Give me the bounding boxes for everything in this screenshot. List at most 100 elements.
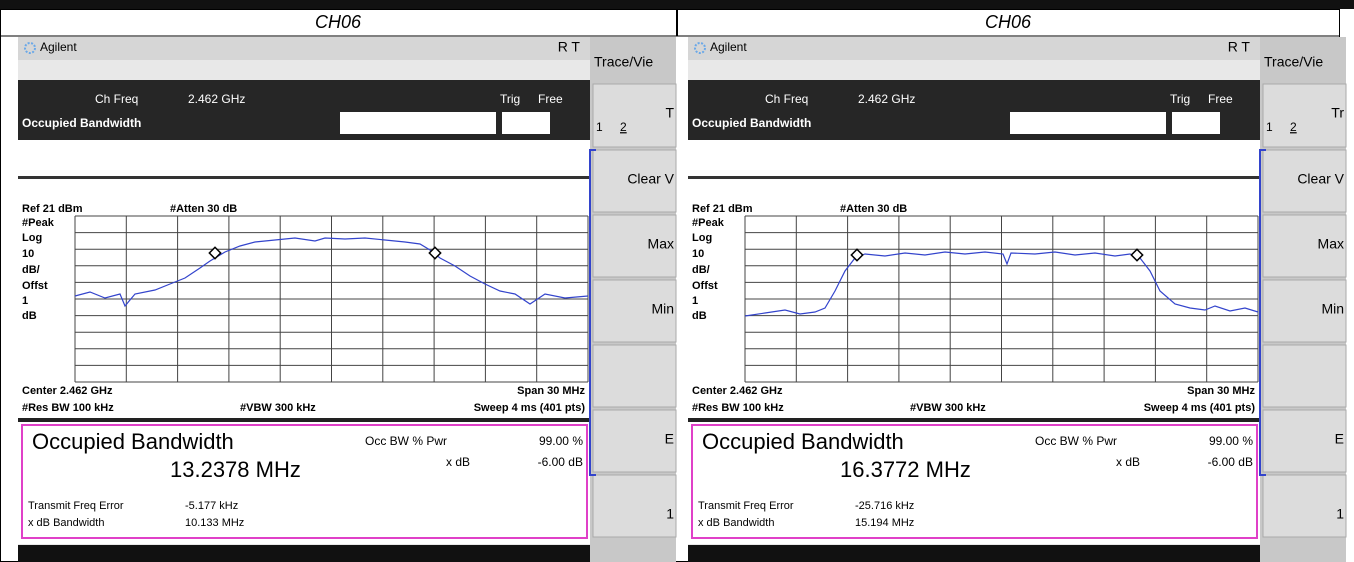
softkey[interactable] — [592, 344, 677, 408]
label: -6.00 dB — [538, 455, 583, 469]
softkey[interactable] — [592, 149, 677, 213]
label: Span 30 MHz — [517, 385, 585, 397]
mode: Occupied Bandwidth — [692, 116, 811, 130]
trace — [74, 237, 589, 308]
softkey-number: 2 — [620, 120, 627, 134]
label: Center 2.462 GHz — [692, 385, 783, 397]
scale-label: 1 — [692, 295, 698, 307]
white-band — [688, 140, 1260, 176]
label: #VBW 300 kHz — [240, 402, 316, 414]
label: 15.194 MHz — [855, 517, 914, 529]
softkey[interactable] — [592, 83, 677, 148]
softkey[interactable] — [1262, 474, 1347, 538]
label: Span 30 MHz — [1187, 385, 1255, 397]
scale-label: Offst — [22, 280, 48, 292]
softkey-title: Trace/Vie — [594, 54, 653, 70]
softkey-label[interactable]: Max — [1318, 236, 1344, 252]
softkey-bracket — [589, 149, 596, 476]
analyzer-screen: Agilent R T Ch Freq 2.462 GHz Trig Free Occupi… — [18, 37, 677, 562]
softkey-label[interactable]: Max — [648, 236, 674, 252]
softkey[interactable] — [592, 409, 677, 473]
label: x dB Bandwidth — [698, 517, 774, 529]
softkey-label[interactable]: Tr — [1331, 105, 1344, 121]
label: 2.462 GHz — [858, 92, 915, 106]
softkey[interactable] — [1262, 149, 1347, 213]
result-bg — [688, 422, 1260, 544]
label: Occ BW % Pwr — [365, 434, 447, 448]
result-value: 13.2378 MHz — [170, 457, 301, 482]
softkey[interactable] — [1262, 83, 1347, 148]
softkey-label[interactable]: Min — [1321, 301, 1344, 317]
analyzer-screen: Agilent R T Ch Freq 2.462 GHz Trig Free Occupi… — [688, 37, 1347, 562]
softkey-label[interactable]: E — [1335, 431, 1344, 447]
status: R T — [558, 39, 581, 55]
divider — [688, 418, 1260, 422]
softkey[interactable] — [592, 214, 677, 278]
scale-label: Log — [692, 232, 712, 244]
label: x dB — [1116, 455, 1140, 469]
result-bg — [18, 422, 590, 544]
scale-label: 10 — [692, 248, 704, 260]
softkey-number: 2 — [1290, 120, 1297, 134]
title-bar — [688, 37, 1260, 60]
softkey[interactable] — [1262, 279, 1347, 343]
softkey-label[interactable]: Min — [651, 301, 674, 317]
label: Center 2.462 GHz — [22, 385, 113, 397]
bottom-bar — [18, 545, 590, 562]
brand: Agilent — [710, 40, 747, 54]
result-title: Occupied Bandwidth — [702, 429, 904, 454]
input-box — [1010, 112, 1166, 134]
scale-label: #Peak — [22, 217, 55, 229]
label: x dB — [446, 455, 470, 469]
label: Ch Freq — [95, 92, 138, 106]
scale-label: dB/ — [692, 264, 710, 276]
softkey[interactable] — [592, 474, 677, 538]
label: Ref 21 dBm — [692, 203, 753, 215]
label: #Atten 30 dB — [170, 203, 237, 215]
softkey[interactable] — [1262, 409, 1347, 473]
cell-title: CH06 — [985, 12, 1032, 32]
label: -5.177 kHz — [185, 500, 238, 512]
scale-label: dB — [22, 310, 37, 322]
label: Ch Freq — [765, 92, 808, 106]
logo — [694, 42, 706, 54]
label: 99.00 % — [1209, 434, 1253, 448]
white-band — [18, 140, 590, 176]
label: x dB Bandwidth — [28, 517, 104, 529]
label: 2.462 GHz — [188, 92, 245, 106]
result-value: 16.3772 MHz — [840, 457, 971, 482]
label: Trig — [1170, 92, 1190, 106]
label: 10.133 MHz — [185, 517, 244, 529]
softkey-label[interactable]: Clear V — [627, 171, 674, 187]
scale-label: 10 — [22, 248, 34, 260]
scale-label: Offst — [692, 280, 718, 292]
label: #Atten 30 dB — [840, 203, 907, 215]
label: #Res BW 100 kHz — [22, 402, 114, 414]
result-title: Occupied Bandwidth — [32, 429, 234, 454]
softkey-number: 1 — [1266, 120, 1273, 134]
logo — [24, 42, 36, 54]
softkey-label[interactable]: T — [665, 105, 674, 121]
divider — [688, 176, 1260, 179]
softkey-label[interactable]: 1 — [1336, 506, 1344, 522]
divider — [18, 176, 590, 179]
softkey-label[interactable]: Clear V — [1297, 171, 1344, 187]
label: 99.00 % — [539, 434, 583, 448]
marker — [208, 246, 222, 260]
scale-label: 1 — [22, 295, 28, 307]
input-box — [502, 112, 550, 134]
label: Free — [1208, 92, 1233, 106]
softkey[interactable] — [592, 279, 677, 343]
softkey-label[interactable]: E — [665, 431, 674, 447]
mode: Occupied Bandwidth — [22, 116, 141, 130]
label: Free — [538, 92, 563, 106]
softkey-bracket — [1259, 149, 1266, 476]
marker — [1130, 248, 1144, 262]
softkey[interactable] — [1262, 214, 1347, 278]
brand: Agilent — [40, 40, 77, 54]
label: Sweep 4 ms (401 pts) — [1144, 402, 1256, 414]
softkey-label[interactable]: 1 — [666, 506, 674, 522]
label: Ref 21 dBm — [22, 203, 83, 215]
softkey[interactable] — [1262, 344, 1347, 408]
softkey-title: Trace/Vie — [1264, 54, 1323, 70]
